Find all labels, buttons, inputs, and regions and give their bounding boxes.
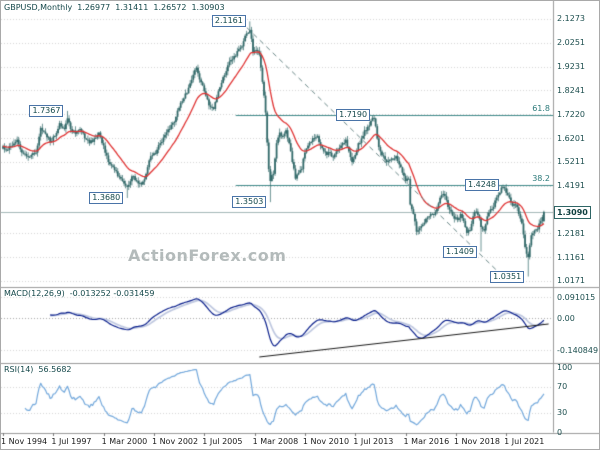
forex-chart-window: GBPUSD,Monthly 1.26977 1.31411 1.26572 1.309… <box>0 0 600 450</box>
price-chart-canvas <box>1 1 599 449</box>
